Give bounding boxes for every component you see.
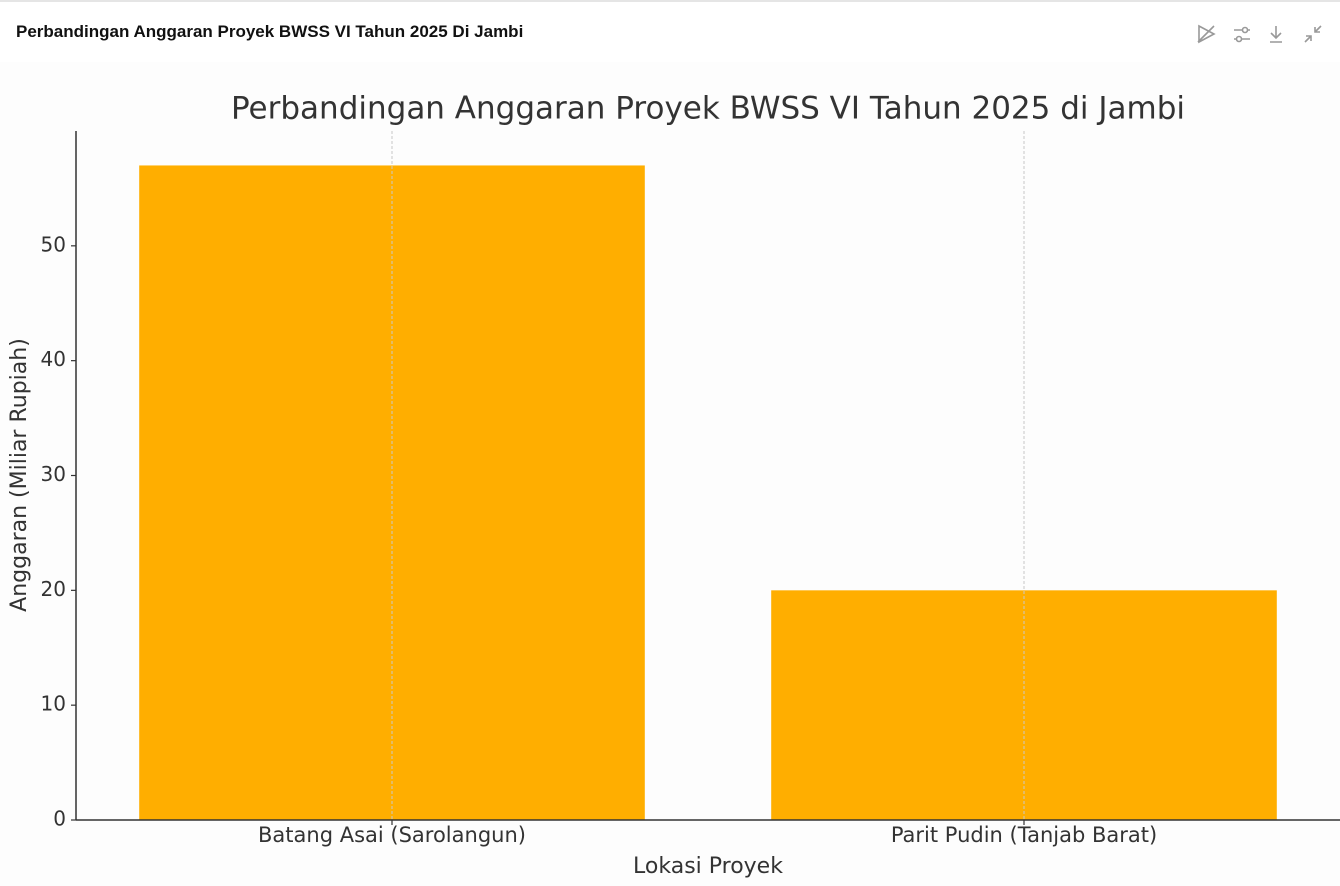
x-axis-label: Lokasi Proyek xyxy=(633,854,783,879)
bar xyxy=(771,590,1277,820)
settings-button[interactable] xyxy=(1234,26,1250,43)
y-tick-label: 0 xyxy=(53,807,66,831)
chart: Perbandingan Anggaran Proyek BWSS VI Tah… xyxy=(0,62,1340,886)
y-tick-label: 30 xyxy=(41,462,66,486)
header-title: Perbandingan Anggaran Proyek BWSS VI Tah… xyxy=(16,22,524,41)
y-tick-label: 10 xyxy=(41,692,66,716)
collapse-button[interactable] xyxy=(1304,25,1322,43)
toolbar xyxy=(1197,24,1322,44)
y-axis-label: Anggaran (Miliar Rupiah) xyxy=(7,338,32,612)
x-tick-label: Batang Asai (Sarolangun) xyxy=(258,823,526,847)
x-tick-label: Parit Pudin (Tanjab Barat) xyxy=(891,823,1157,847)
y-tick-label: 50 xyxy=(41,232,66,256)
chart-type-button[interactable] xyxy=(1197,24,1216,44)
download-button[interactable] xyxy=(1270,26,1282,43)
y-tick-label: 40 xyxy=(41,347,66,371)
top-bar: Perbandingan Anggaran Proyek BWSS VI Tah… xyxy=(0,0,1340,62)
chart-title: Perbandingan Anggaran Proyek BWSS VI Tah… xyxy=(231,91,1185,127)
y-tick-label: 20 xyxy=(41,577,66,601)
